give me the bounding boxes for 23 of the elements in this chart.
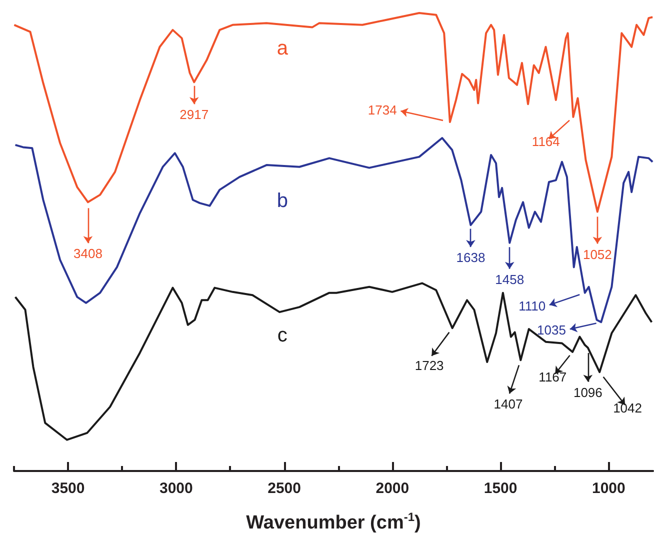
x-tick-label: 2500 [268,480,301,497]
series-label: a [276,37,289,60]
series-label: c [277,324,288,346]
annotation: 1638 [456,250,486,266]
x-tick-label: 1500 [484,480,518,497]
annotation: 3408 [73,246,102,262]
annotation: 1734 [368,102,397,118]
annotation: 1458 [495,272,524,287]
annotation: 1042 [613,400,642,416]
annotation: 1052 [582,246,612,262]
annotation: 1096 [573,384,602,400]
series-label: b [276,190,288,212]
annotation: 1164 [532,134,560,150]
x-tick-label: 2000 [376,480,410,497]
annotation: 1167 [538,370,567,385]
annotation: 1035 [537,322,566,338]
x-tick-label: 1000 [592,480,626,497]
annotation: 1407 [494,396,523,412]
annotation: 2917 [180,107,209,122]
x-tick-label: 3000 [159,480,193,497]
annotation: 1110 [518,298,546,314]
x-tick-label: 3500 [51,480,85,497]
annotation: 1723 [414,358,444,374]
